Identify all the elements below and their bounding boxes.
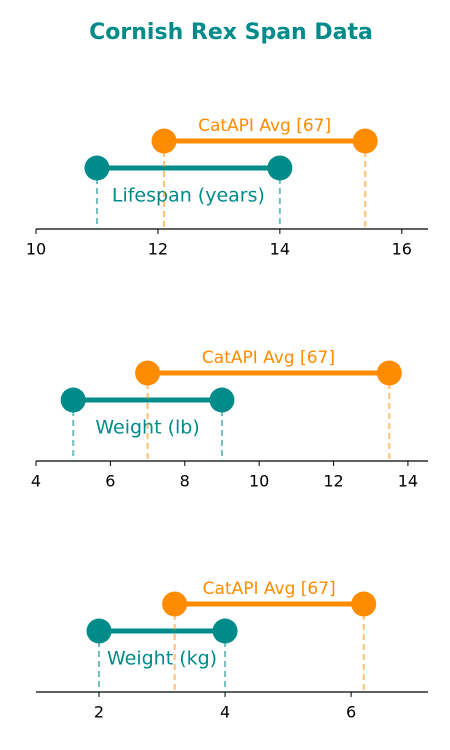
x-tick-label: 12 [148, 240, 168, 259]
x-tick-label: 4 [220, 703, 230, 722]
range-point [84, 155, 110, 181]
range-point [352, 128, 378, 154]
series-label: CatAPI Avg [67] [203, 579, 336, 599]
figure-title: Cornish Rex Span Data [89, 20, 373, 45]
series-label: CatAPI Avg [67] [198, 116, 331, 136]
range-point [212, 618, 238, 644]
range-point [86, 618, 112, 644]
range-point [162, 591, 188, 617]
x-tick-label: 6 [105, 472, 115, 491]
range-point [151, 128, 177, 154]
x-tick-label: 14 [270, 240, 290, 259]
series-label: CatAPI Avg [67] [202, 348, 335, 368]
series-label: Weight (kg) [107, 648, 217, 670]
range-point [376, 360, 402, 386]
x-tick-label: 10 [249, 472, 269, 491]
x-tick-label: 4 [31, 472, 41, 491]
x-tick-label: 6 [346, 703, 356, 722]
series-label: Lifespan (years) [112, 185, 265, 207]
range-point [135, 360, 161, 386]
x-tick-label: 12 [323, 472, 343, 491]
range-point [60, 387, 86, 413]
x-tick-label: 16 [392, 240, 412, 259]
range-point [209, 387, 235, 413]
range-point [351, 591, 377, 617]
x-tick-label: 2 [94, 703, 104, 722]
x-tick-label: 8 [180, 472, 190, 491]
range-point [267, 155, 293, 181]
x-tick-label: 10 [26, 240, 46, 259]
x-tick-label: 14 [398, 472, 418, 491]
